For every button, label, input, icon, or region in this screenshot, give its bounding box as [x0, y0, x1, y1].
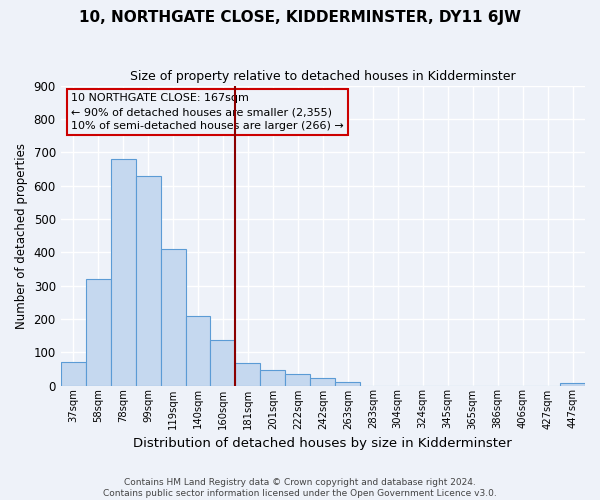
Text: 10 NORTHGATE CLOSE: 167sqm
← 90% of detached houses are smaller (2,355)
10% of s: 10 NORTHGATE CLOSE: 167sqm ← 90% of deta… — [71, 93, 344, 131]
Bar — [286, 374, 310, 386]
Bar — [86, 279, 110, 386]
Bar — [310, 378, 335, 386]
Bar — [211, 340, 235, 386]
Bar — [560, 383, 585, 386]
Bar — [61, 362, 86, 386]
X-axis label: Distribution of detached houses by size in Kidderminster: Distribution of detached houses by size … — [133, 437, 512, 450]
Text: Contains HM Land Registry data © Crown copyright and database right 2024.
Contai: Contains HM Land Registry data © Crown c… — [103, 478, 497, 498]
Text: 10, NORTHGATE CLOSE, KIDDERMINSTER, DY11 6JW: 10, NORTHGATE CLOSE, KIDDERMINSTER, DY11… — [79, 10, 521, 25]
Title: Size of property relative to detached houses in Kidderminster: Size of property relative to detached ho… — [130, 70, 515, 83]
Bar — [110, 159, 136, 386]
Bar — [335, 382, 360, 386]
Bar — [235, 363, 260, 386]
Bar — [260, 370, 286, 386]
Bar — [161, 249, 185, 386]
Bar — [136, 176, 161, 386]
Y-axis label: Number of detached properties: Number of detached properties — [15, 142, 28, 328]
Bar — [185, 316, 211, 386]
